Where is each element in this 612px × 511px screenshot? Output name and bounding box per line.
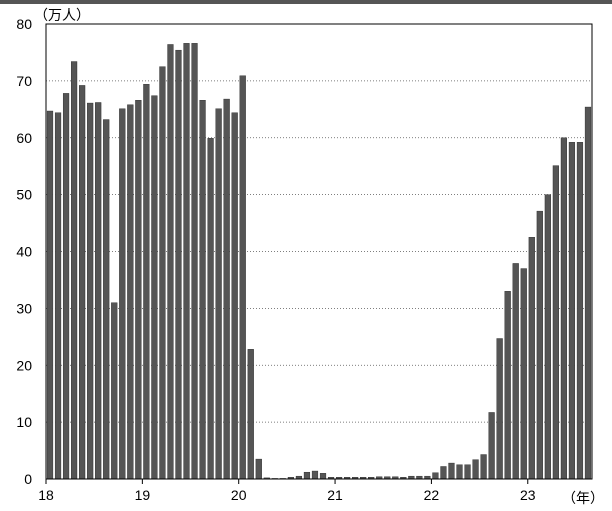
y-axis-ticks: 0 10 20 30 40 50 60 70 80 [16,16,32,487]
x-tick-label-18: 18 [38,487,54,503]
bar-13 [151,95,158,480]
bar-50 [448,462,455,480]
bar-64 [560,137,567,480]
bar-16 [175,49,182,480]
x-tick-label-20: 20 [231,487,247,503]
bar-10 [127,104,134,480]
x-unit-label: （年） [562,490,604,506]
y-tick-label-80: 80 [16,16,32,32]
bar-57 [504,291,511,480]
bar-20 [207,138,214,480]
bar-1 [54,112,62,480]
y-tick-label-60: 60 [16,130,32,146]
x-tick-label-21: 21 [327,487,343,503]
bar-17 [183,43,190,480]
bar-4 [79,85,86,480]
bar-9 [119,108,126,480]
bar-53 [472,459,479,480]
bar-61 [536,210,543,480]
y-tick-label-50: 50 [16,187,32,203]
bar-8 [111,302,118,480]
bar-3 [71,61,78,480]
y-tick-label-20: 20 [16,357,32,373]
bar-58 [512,263,519,480]
bar-34 [319,473,327,480]
y-tick-label-0: 0 [24,471,32,487]
bar-11 [135,100,142,480]
bar-60 [528,237,535,480]
bar-52 [464,464,471,480]
x-tick-label-23: 23 [520,487,536,503]
bar-32 [303,471,311,480]
bar-55 [488,412,495,480]
bar-24 [239,75,246,480]
bar-26 [255,458,262,480]
bar-0 [46,110,54,480]
bar-54 [480,454,487,480]
bar-18 [191,43,198,480]
y-unit-label: （万人） [34,7,90,23]
bar-65 [568,142,576,480]
bar-2 [62,93,70,480]
y-tick-label-30: 30 [16,300,32,316]
bar-63 [552,165,559,480]
bar-19 [199,100,206,480]
bar-5 [87,102,94,480]
y-tick-label-10: 10 [16,414,32,430]
bar-14 [159,66,166,480]
bar-62 [544,194,551,480]
bar-59 [520,268,527,480]
x-tick-label-22: 22 [424,487,440,503]
bar-15 [167,44,174,480]
bar-51 [456,464,463,480]
bar-67 [584,106,592,480]
bar-7 [103,119,110,480]
bar-66 [576,142,584,480]
top-border [0,0,612,4]
y-tick-label-70: 70 [16,73,32,89]
bar-49 [440,466,447,480]
bar-23 [231,112,238,480]
bars [46,43,592,480]
plot-frame [45,23,593,480]
bar-56 [496,338,503,480]
x-axis-ticks: 18 19 20 21 22 23 [38,479,536,503]
bar-12 [143,84,150,480]
y-tick-label-40: 40 [16,244,32,260]
bar-25 [247,349,254,480]
bar-6 [95,102,102,480]
bar-21 [215,108,222,480]
x-tick-label-19: 19 [135,487,151,503]
bar-22 [223,98,230,480]
bar-48 [432,472,439,480]
bar-33 [311,470,319,480]
